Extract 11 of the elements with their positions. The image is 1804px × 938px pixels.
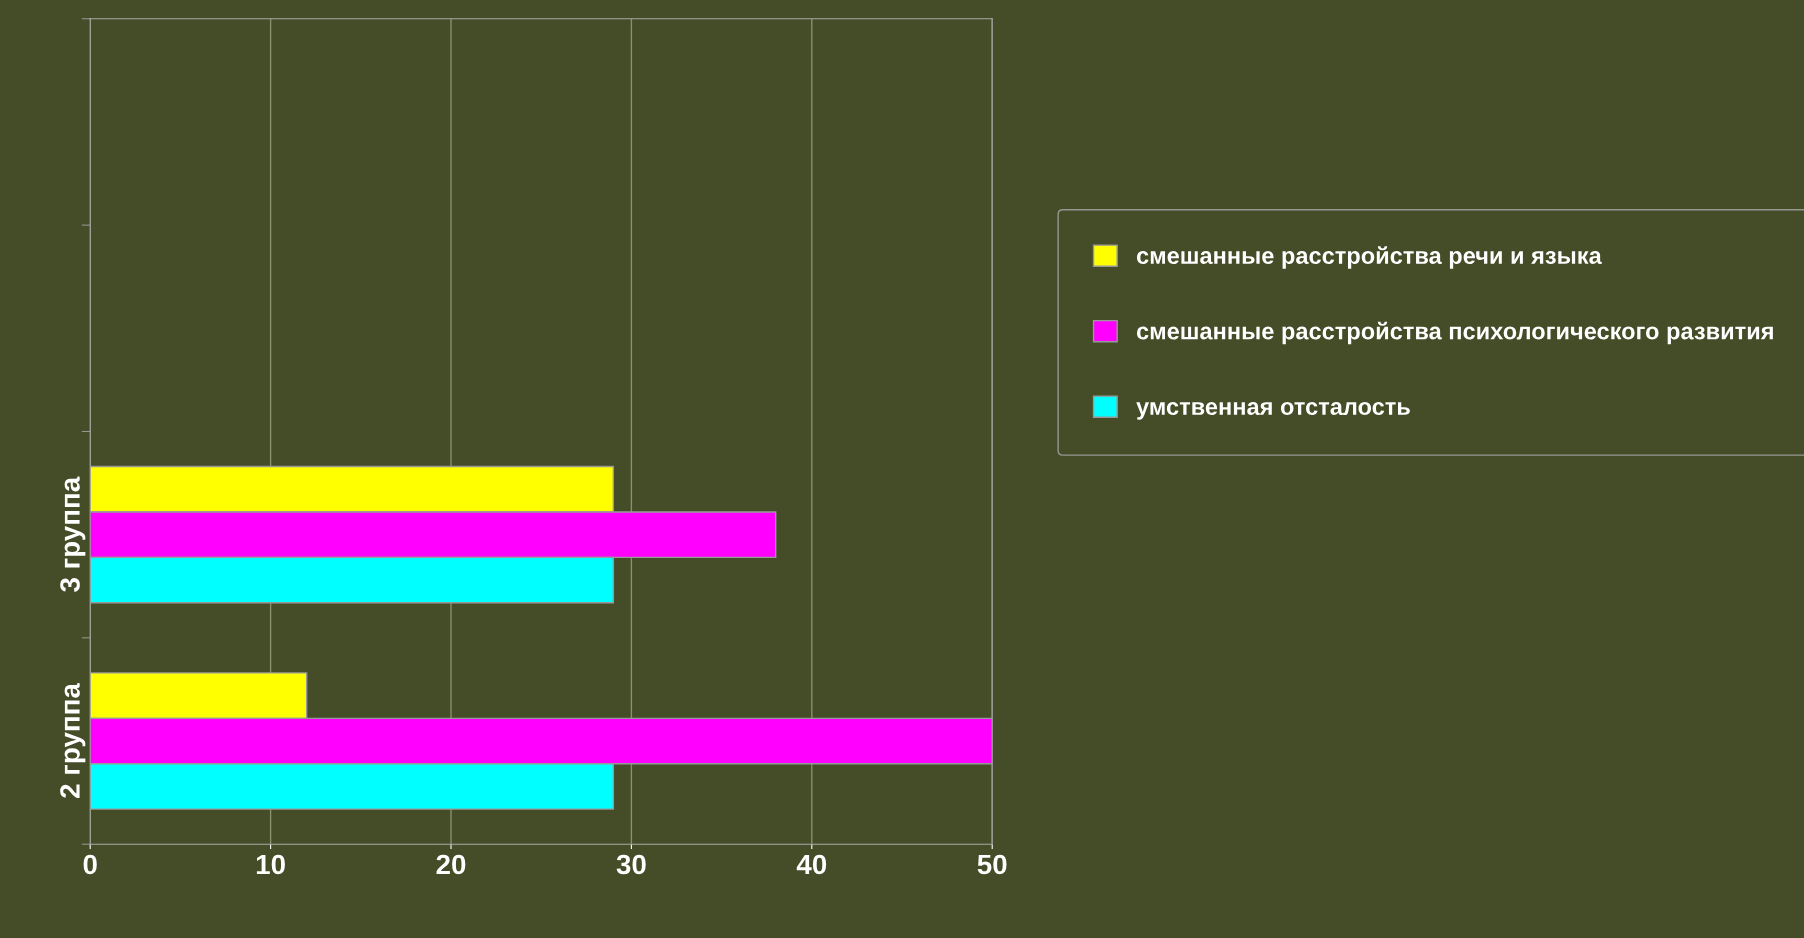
x-tick-label: 20	[436, 854, 466, 875]
x-tick-label: 50	[977, 854, 1007, 875]
legend-label: смешанные расстройства психологического развития	[1136, 321, 1773, 345]
x-tick-label: 40	[796, 854, 827, 875]
x-tick-label: 10	[256, 854, 285, 875]
x-tick-label: 30	[616, 854, 646, 875]
y-tick-label: 3 группа	[60, 476, 86, 592]
legend-label: смешанные расстройства речи и языка	[1136, 246, 1602, 269]
y-tick-label: 2 группа	[60, 682, 86, 798]
x-tick-label: 0	[83, 854, 97, 875]
legend-label: умственная отсталость	[1136, 402, 1410, 420]
